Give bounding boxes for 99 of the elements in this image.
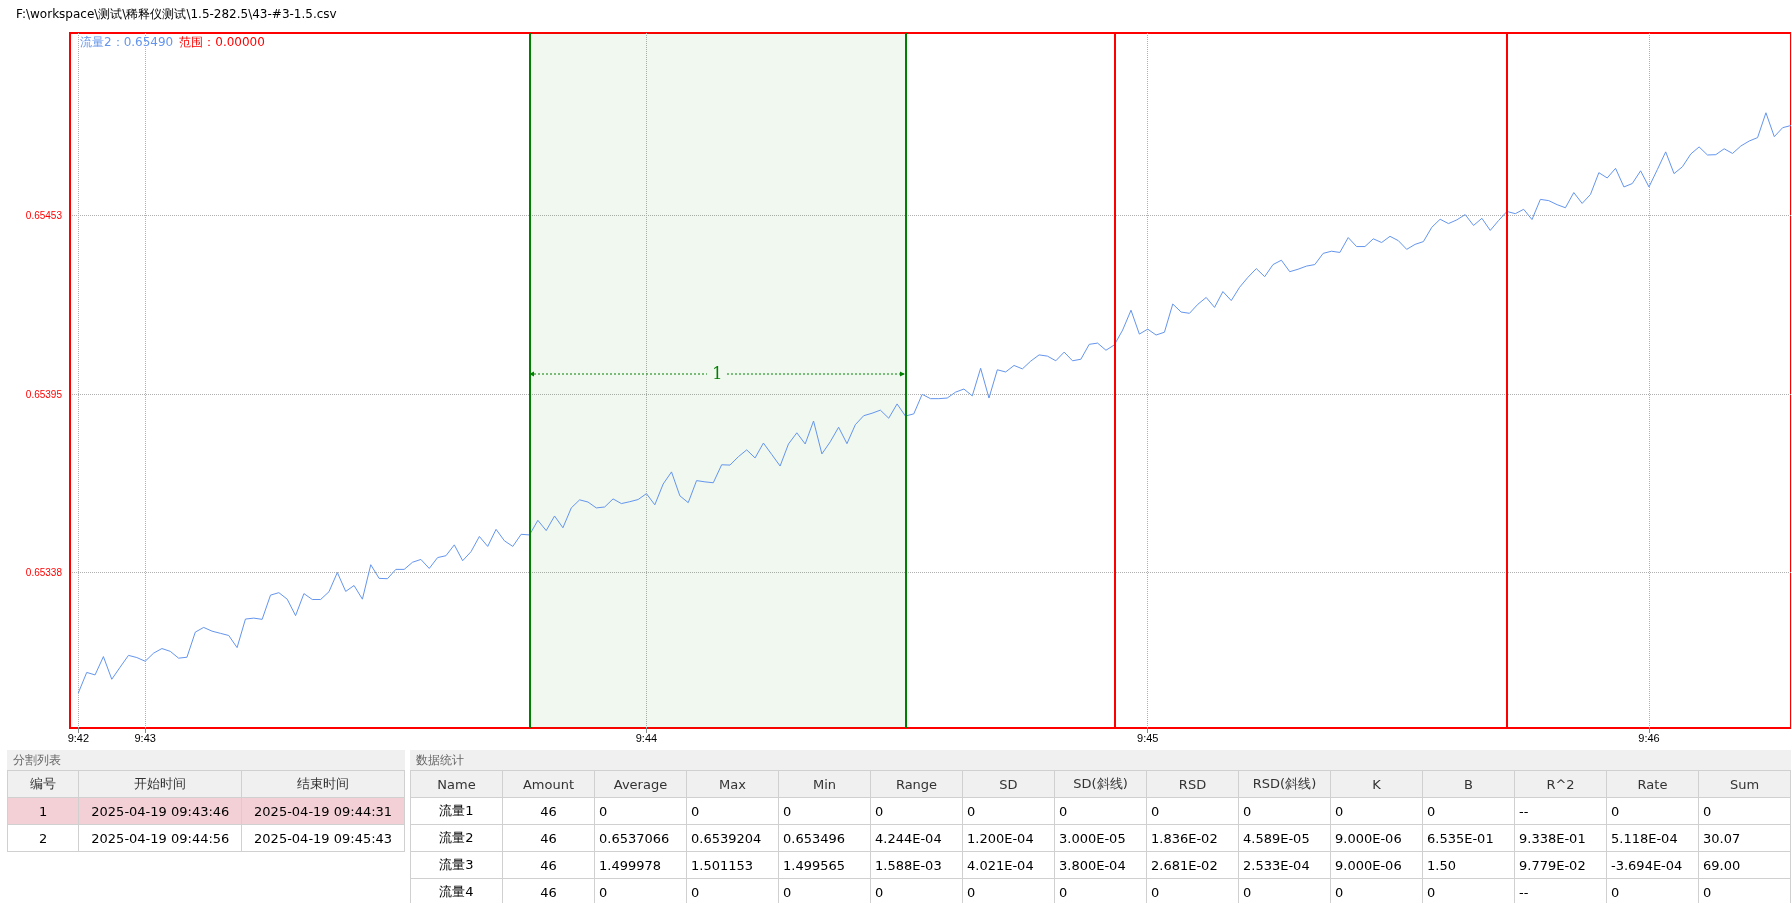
chart-title: F:\workspace\测试\稀释仪测试\1.5-282.5\43-#3-1.5.csv (16, 6, 337, 23)
text: 6.535E-01 (1422, 824, 1515, 852)
category-label: Range (870, 770, 963, 798)
category-label: Amount (502, 770, 595, 798)
text: 3.000E-05 (1054, 824, 1147, 852)
text: 2 (7, 824, 79, 852)
band-label: 1 (712, 364, 723, 384)
text: 1.200E-04 (962, 824, 1055, 852)
text: 46 (502, 824, 595, 852)
text: 分割列表 (7, 750, 405, 770)
text: -- (1514, 878, 1607, 903)
x-tick-label: 9:45 (1137, 731, 1159, 744)
y-tick-label: 0.65453 (25, 209, 63, 221)
text: 0 (1146, 878, 1239, 903)
text: 0 (1606, 878, 1699, 903)
category-label: Max (686, 770, 779, 798)
text: 数据统计 (410, 750, 1791, 770)
text: 0 (1698, 797, 1791, 825)
text: 4.021E-04 (962, 851, 1055, 879)
text: 46 (502, 878, 595, 903)
text: 0 (1238, 797, 1331, 825)
text: 0 (778, 797, 871, 825)
text: 0 (962, 797, 1055, 825)
text: -- (1514, 797, 1607, 825)
text: 46 (502, 851, 595, 879)
category-label: Average (594, 770, 687, 798)
text: 9.000E-06 (1330, 824, 1423, 852)
category-label: 编号 (7, 770, 79, 798)
x-tick-label: 9:44 (635, 731, 658, 744)
text: 0 (594, 878, 687, 903)
annotation: 范围：0.00000 (179, 35, 265, 49)
text: 30.07 (1698, 824, 1791, 852)
text: 1.50 (1422, 851, 1515, 879)
category-label: SD(斜线) (1054, 770, 1147, 798)
text: 0 (962, 878, 1055, 903)
text: 流量4 (410, 878, 503, 903)
category-label: Rate (1606, 770, 1699, 798)
text: 4.244E-04 (870, 824, 963, 852)
text: 46 (502, 797, 595, 825)
text: 0 (1054, 797, 1147, 825)
text: 0.6539204 (686, 824, 779, 852)
text: 5.118E-04 (1606, 824, 1699, 852)
text: 1.501153 (686, 851, 779, 879)
text: 0.6537066 (594, 824, 687, 852)
text: 1 (7, 797, 79, 825)
category-label: Min (778, 770, 871, 798)
text: 0 (1606, 797, 1699, 825)
text: 1.499978 (594, 851, 687, 879)
text: 2025-04-19 09:44:56 (78, 824, 242, 852)
text: 0 (1330, 878, 1423, 903)
text: 9.000E-06 (1330, 851, 1423, 879)
category-label: SD (962, 770, 1055, 798)
text: 1.588E-03 (870, 851, 963, 879)
x-tick-label: 9:46 (1638, 731, 1660, 744)
text: 3.800E-04 (1054, 851, 1147, 879)
text: 2.681E-02 (1146, 851, 1239, 879)
category-label: Sum (1698, 770, 1791, 798)
category-label: B (1422, 770, 1515, 798)
text: 9.338E-01 (1514, 824, 1607, 852)
text: 0 (1330, 797, 1423, 825)
category-label: 开始时间 (78, 770, 242, 798)
text: 4.589E-05 (1238, 824, 1331, 852)
x-tick-label: 9:42 (67, 731, 90, 744)
text: 2025-04-19 09:44:31 (241, 797, 405, 825)
text: 0 (870, 878, 963, 903)
text: 流量3 (410, 851, 503, 879)
text: 0.653496 (778, 824, 871, 852)
category-label: 结束时间 (241, 770, 405, 798)
text: 0 (686, 797, 779, 825)
category-label: Name (410, 770, 503, 798)
text: 1.836E-02 (1146, 824, 1239, 852)
text: 0 (1054, 878, 1147, 903)
annotation: 流量2：0.65490 (80, 35, 174, 49)
text: 0 (1422, 797, 1515, 825)
category-label: R^2 (1514, 770, 1607, 798)
text: 流量2 (410, 824, 503, 852)
text: 0 (1422, 878, 1515, 903)
text: 0 (686, 878, 779, 903)
text: 69.00 (1698, 851, 1791, 879)
text: 流量1 (410, 797, 503, 825)
text: 9.779E-02 (1514, 851, 1607, 879)
text: 0 (778, 878, 871, 903)
text: 2.533E-04 (1238, 851, 1331, 879)
y-tick-label: 0.65338 (25, 566, 63, 578)
text: -3.694E-04 (1606, 851, 1699, 879)
text: 0 (1146, 797, 1239, 825)
category-label: K (1330, 770, 1423, 798)
category-label: RSD(斜线) (1238, 770, 1331, 798)
text: 0 (1238, 878, 1331, 903)
text: 0 (870, 797, 963, 825)
text: 1.499565 (778, 851, 871, 879)
x-tick-label: 9:43 (134, 731, 156, 744)
category-label: RSD (1146, 770, 1239, 798)
text: 0 (594, 797, 687, 825)
line-series (77, 112, 1791, 694)
text: 2025-04-19 09:43:46 (78, 797, 242, 825)
y-tick-label: 0.65395 (25, 388, 63, 400)
text: 0 (1698, 878, 1791, 903)
text: 2025-04-19 09:45:43 (241, 824, 405, 852)
